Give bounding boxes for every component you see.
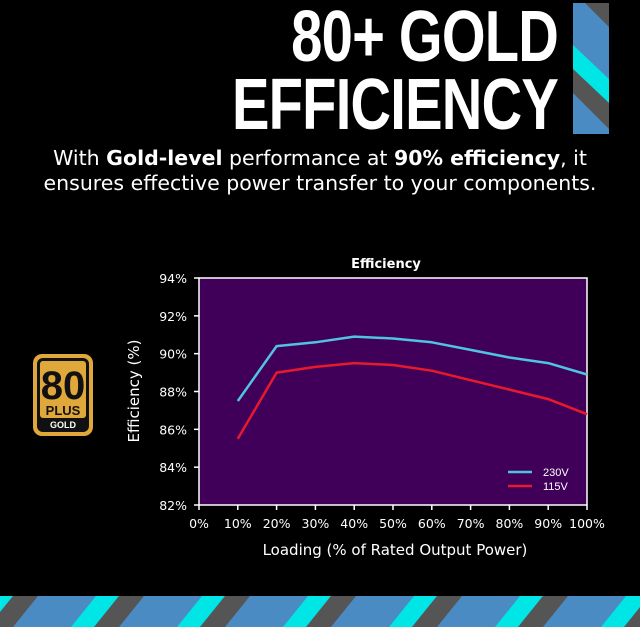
subtitle-text: With [53,146,107,170]
badge-plus: PLUS [46,403,81,418]
corner-stripe-decoration [573,3,609,134]
subtitle-bold-gold-level: Gold-level [106,146,223,170]
x-tick-label: 100% [569,516,605,531]
y-tick-label: 90% [159,347,187,362]
badge-number: 80 [41,364,86,408]
x-tick-label: 60% [418,516,446,531]
x-axis-label: Loading (% of Rated Output Power) [263,541,528,559]
x-tick-label: 0% [189,516,209,531]
headline: 80+ GOLD EFFICIENCY [231,0,559,145]
y-axis: 94% 92% 90% 88% 86% 84% 82% [159,271,199,513]
chart-title: Efficiency [351,257,421,272]
subtitle-text: , it ensures effective power transfer to… [43,146,597,195]
x-tick-label: 80% [496,516,524,531]
legend-label-115v: 115V [543,481,569,493]
subtitle-text: performance at [222,146,394,170]
subtitle-bold-efficiency: 90% efficiency [393,146,561,170]
series-lines [236,335,588,440]
series-line-230v [236,335,588,402]
efficiency-chart: Efficiency 94% 92% 90% 88% 86% 84% 82% 0% 10% 20… [125,257,605,559]
bottom-stripe-decoration [0,596,640,627]
x-tick-label: 70% [457,516,485,531]
x-tick-label: 90% [534,516,562,531]
y-tick-label: 86% [159,422,187,437]
legend: 230V 115V [508,467,569,493]
y-tick-label: 82% [159,498,187,513]
x-tick-label: 20% [263,516,291,531]
x-axis: 0% 10% 20% 30% 40% 50% 60% 70% 80% 90% 100% [189,505,605,531]
series-line-115v [236,361,588,440]
x-tick-label: 50% [379,516,407,531]
80-plus-gold-badge: 80 PLUS GOLD [32,353,94,441]
x-tick-label: 40% [340,516,368,531]
y-axis-label: Efficiency (%) [125,340,143,443]
legend-label-230v: 230V [543,467,569,479]
badge-tier: GOLD [50,420,76,430]
x-tick-label: 10% [224,516,252,531]
headline-line-1: 80+ GOLD [291,0,559,77]
subtitle: With Gold-level performance at 90% effic… [20,146,620,195]
y-tick-label: 88% [159,385,187,400]
y-tick-label: 94% [159,271,187,286]
x-tick-label: 30% [302,516,330,531]
headline-line-2: EFFICIENCY [231,64,559,145]
y-tick-label: 92% [159,309,187,324]
y-tick-label: 84% [159,460,187,475]
